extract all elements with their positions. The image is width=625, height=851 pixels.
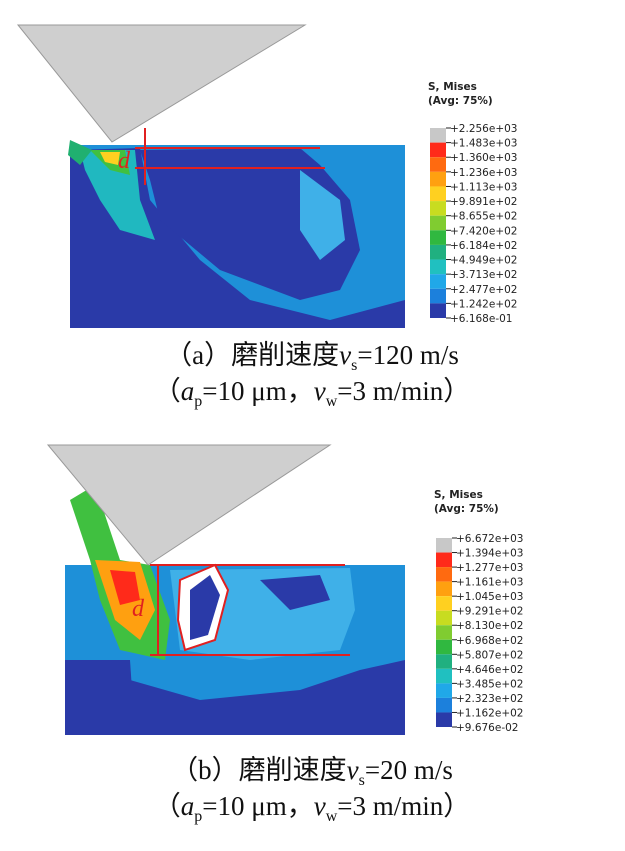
legend-swatch bbox=[436, 668, 452, 684]
legend-value: +4.949e+02 bbox=[450, 255, 517, 267]
legend-value: +1.394e+03 bbox=[456, 548, 523, 560]
legend-value: +3.485e+02 bbox=[456, 678, 523, 690]
legend-value: +8.130e+02 bbox=[456, 620, 523, 632]
legend-swatch bbox=[430, 303, 446, 318]
legend-swatch bbox=[430, 128, 446, 143]
simulation-a: d bbox=[16, 24, 405, 328]
legend-swatch bbox=[436, 639, 452, 655]
legend-swatch bbox=[430, 215, 446, 231]
legend-swatch bbox=[436, 654, 452, 669]
legend-value: +7.420e+02 bbox=[450, 225, 517, 237]
legend-swatch bbox=[436, 625, 452, 640]
conditions: （ap=10 μm，vw=3 m/min） bbox=[154, 791, 471, 825]
legend-value: +9.291e+02 bbox=[456, 606, 523, 618]
legend-swatch bbox=[430, 142, 446, 158]
legend-subtitle: (Avg: 75%) bbox=[434, 503, 499, 515]
conditions: （ap=10 μm，vw=3 m/min） bbox=[154, 376, 471, 410]
legend-swatch bbox=[430, 288, 446, 304]
legend-value: +6.168e-01 bbox=[450, 313, 512, 325]
legend-title: S, Mises bbox=[428, 81, 477, 93]
legend-value: +6.672e+03 bbox=[456, 533, 523, 545]
legend-swatch bbox=[430, 244, 446, 260]
legend-swatch bbox=[430, 186, 446, 202]
legend-value: +5.807e+02 bbox=[456, 649, 523, 661]
legend-swatch bbox=[430, 171, 446, 187]
legend-value: +1.242e+02 bbox=[450, 298, 517, 310]
legend-value: +1.113e+03 bbox=[450, 181, 517, 193]
legend-value: +2.477e+02 bbox=[450, 284, 517, 296]
legend-swatch bbox=[430, 259, 446, 275]
legend-swatch bbox=[436, 538, 452, 553]
legend-subtitle: (Avg: 75%) bbox=[428, 95, 493, 107]
legend-swatch bbox=[436, 596, 452, 611]
legend-value: +1.045e+03 bbox=[456, 591, 523, 603]
dimension-label: d bbox=[118, 148, 131, 174]
legend-swatch bbox=[436, 610, 452, 626]
legend-swatch bbox=[436, 552, 452, 568]
legend-swatch bbox=[430, 157, 446, 172]
legend-value: +1.483e+03 bbox=[450, 138, 517, 150]
legend-value: +1.360e+03 bbox=[450, 152, 517, 164]
dimension-label: d bbox=[132, 596, 145, 622]
caption: （a）磨削速度vs=120 m/s bbox=[165, 340, 459, 374]
legend-value: +1.161e+03 bbox=[456, 577, 523, 589]
legend-value: +1.162e+02 bbox=[456, 707, 523, 719]
legend-value: +6.968e+02 bbox=[456, 635, 523, 647]
legend-value: +6.184e+02 bbox=[450, 240, 517, 252]
legend-value: +2.256e+03 bbox=[450, 123, 517, 135]
legend-value: +8.655e+02 bbox=[450, 211, 517, 223]
legend-swatch bbox=[430, 230, 446, 245]
legend-value: +1.277e+03 bbox=[456, 562, 523, 574]
legend-value: +9.676e-02 bbox=[456, 722, 518, 734]
legend-swatch bbox=[436, 712, 452, 727]
legend-value: +1.236e+03 bbox=[450, 167, 517, 179]
legend-swatch bbox=[436, 683, 452, 698]
legend-swatch bbox=[436, 581, 452, 597]
legend-value: +2.323e+02 bbox=[456, 693, 523, 705]
legend-value: +3.713e+02 bbox=[450, 269, 517, 281]
legend: S, Mises (Avg: 75%) +2.256e+03 +1.483e+03 +1… bbox=[428, 81, 517, 325]
legend-value: +9.891e+02 bbox=[450, 196, 517, 208]
legend-swatch bbox=[430, 201, 446, 216]
legend-title: S, Mises bbox=[434, 489, 483, 501]
caption: （b）磨削速度vs=20 m/s bbox=[171, 755, 453, 789]
legend-swatch bbox=[436, 697, 452, 713]
legend-value: +4.646e+02 bbox=[456, 664, 523, 676]
legend-swatch bbox=[436, 567, 452, 582]
legend: S, Mises (Avg: 75%) +6.672e+03 +1.394e+03 +1… bbox=[434, 489, 523, 734]
legend-swatch bbox=[430, 274, 446, 289]
simulation-b: d bbox=[46, 444, 405, 735]
